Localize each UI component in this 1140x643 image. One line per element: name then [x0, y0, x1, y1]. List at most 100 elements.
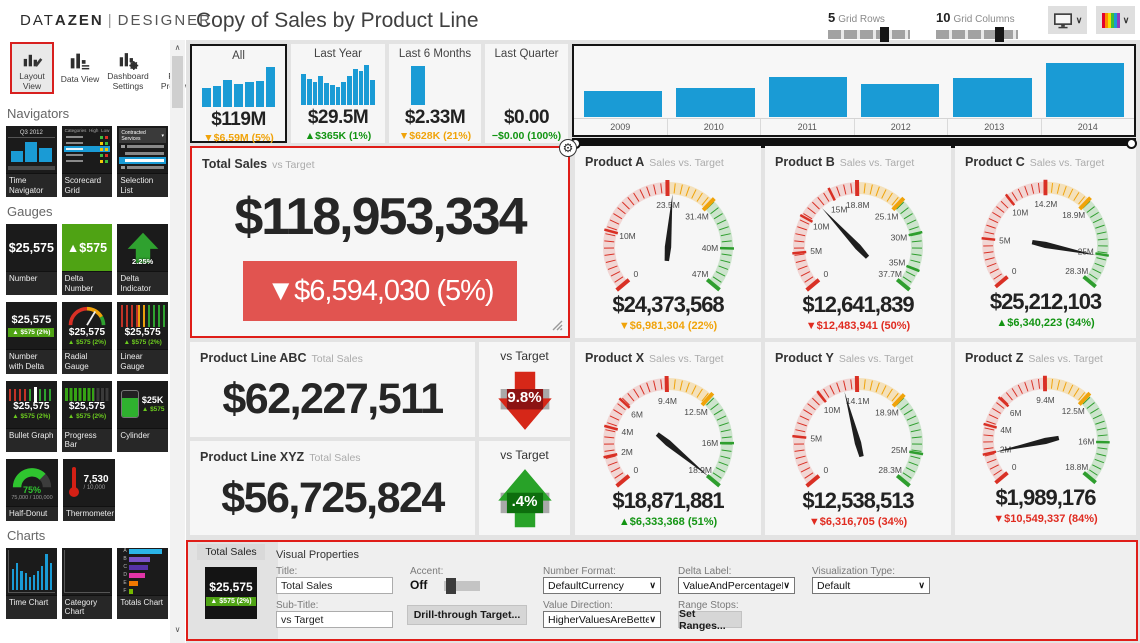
svg-text:0: 0 — [823, 269, 828, 279]
svg-text:0: 0 — [1012, 463, 1017, 472]
palette-item-linear-gauge[interactable]: $25,575 ▲ $575 (2%) Linear Gauge — [117, 302, 168, 374]
svg-text:0: 0 — [1012, 267, 1017, 276]
svg-text:0: 0 — [823, 465, 828, 475]
data-view-button[interactable]: Data View — [58, 42, 102, 94]
time-navigator-chart[interactable]: 2009 2010 2011 2012 2013 2014 — [572, 44, 1136, 137]
chevron-down-icon: ∨ — [1122, 14, 1130, 25]
palette-item-time-navigator[interactable]: Q3 2012 Time Navigator — [6, 126, 57, 198]
palette-scrollbar[interactable]: ∧ ∨ — [170, 40, 185, 643]
grid-rows-value: 5 — [828, 10, 836, 25]
progress-bar-icon — [65, 388, 109, 402]
palette-item-selection-list[interactable]: Contracted Services ▾ Selection List — [117, 126, 168, 198]
grid-rows-thumb[interactable] — [880, 27, 889, 42]
chevron-down-icon: ▾ — [161, 132, 165, 139]
palette-item-number[interactable]: $25,575 Number — [6, 224, 57, 296]
preview-delta: ▲ $575 (2%) — [206, 597, 256, 606]
palette-item-number-with-delta[interactable]: $25,575 ▲ $575 (2%) Number with Delta — [6, 302, 57, 374]
palette-label: Bullet Graph — [6, 427, 57, 452]
grid-rows-track[interactable] — [828, 27, 910, 42]
thermometer-icon — [69, 467, 80, 498]
palette-item-bullet-graph[interactable]: $25,575 ▲ $575 (2%) Bullet Graph — [6, 380, 57, 452]
delta-label-select[interactable]: ValueAndPercentageFror∨ — [678, 577, 795, 594]
xyz-vs-target-tile[interactable]: vs Target .4% — [479, 441, 570, 535]
layout-view-button[interactable]: Layout View — [10, 42, 54, 94]
grid-columns-value: 10 — [936, 10, 951, 25]
svg-text:4M: 4M — [1000, 426, 1012, 435]
grid-columns-track[interactable] — [936, 27, 1018, 42]
set-ranges-button[interactable]: Set Ranges... — [678, 608, 742, 632]
tile-title: Product C — [965, 155, 1025, 169]
title-input[interactable] — [276, 577, 393, 594]
resize-handle-icon[interactable] — [552, 320, 563, 331]
gauge-tile-product-c[interactable]: Product C Sales vs. Target 0 5M 10M 14.2M 18.… — [955, 146, 1136, 338]
tile-title: Product Line XYZ — [200, 450, 305, 464]
svg-text:5M: 5M — [999, 237, 1011, 246]
drill-through-target-button[interactable]: Drill-through Target... — [407, 605, 527, 625]
palette-item-cylinder[interactable]: $25K ▲ $575 Cylinder — [117, 380, 168, 452]
number-format-select[interactable]: DefaultCurrency ∨ — [543, 577, 661, 594]
gauge-tile-product-y[interactable]: Product Y Sales vs. Target 0 5M 10M 14.1M 18.… — [765, 342, 951, 535]
number-format-label: Number Format: — [543, 566, 616, 577]
kpi-title: Last Quarter — [494, 48, 559, 60]
chevron-down-icon: ∨ — [783, 580, 790, 590]
color-theme-dropdown[interactable]: ∨ — [1096, 6, 1135, 34]
visual-properties-label: Visual Properties — [276, 549, 359, 561]
kpi-tile-last-quarter[interactable]: Last Quarter $0.00 −$0.00 (100%) — [485, 44, 568, 143]
palette-item-half-donut[interactable]: 75% 75,000 / 100,000 Half-Donut — [6, 458, 58, 521]
preview-value: $25,575 — [11, 314, 52, 327]
preview-delta: ▲ $575 (2%) — [8, 328, 55, 338]
palette-label: Radial Gauge — [61, 349, 113, 374]
tile-subtitle: Sales vs. Target — [1028, 353, 1103, 365]
product-line-xyz-tile[interactable]: Product Line XYZ Total Sales $56,725,824 — [190, 441, 475, 535]
gauge-tile-product-x[interactable]: Product X Sales vs. Target 0 2M 4M 6M 9.4M 12.… — [575, 342, 761, 535]
palette-item-delta-number[interactable]: ▲$575 Delta Number — [61, 224, 113, 296]
time-navigator-range-slider[interactable] — [572, 138, 1136, 148]
svg-text:12.5M: 12.5M — [684, 407, 708, 417]
palette-item-scorecard-grid[interactable]: Categories High Low Scorecard Grid — [61, 126, 113, 198]
scroll-down-icon[interactable]: ∨ — [174, 625, 181, 634]
palette-item-radial-gauge[interactable]: $25,575 ▲ $575 (2%) Radial Gauge — [61, 302, 113, 374]
abc-vs-target-tile[interactable]: vs Target 9.8% — [479, 342, 570, 437]
gauge-value: $24,373,568 — [612, 292, 724, 317]
grid-rows-slider[interactable]: 5 Grid Rows — [828, 10, 910, 42]
palette-item-time-chart[interactable]: Time Chart — [6, 547, 57, 619]
range-handle-right[interactable] — [1126, 138, 1137, 149]
scrollbar-thumb[interactable] — [172, 56, 183, 108]
bullet-graph-icon — [9, 386, 54, 403]
dashboard-settings-button[interactable]: Dashboard Settings — [106, 42, 150, 94]
category-chart-icon — [63, 549, 111, 593]
chevron-down-icon: ∨ — [918, 580, 925, 590]
accent-toggle[interactable] — [444, 578, 480, 594]
device-layout-dropdown[interactable]: ∨ — [1048, 6, 1087, 34]
time-navigator-bars[interactable] — [580, 54, 1128, 117]
kpi-tile-last-6-months[interactable]: Last 6 Months $2.33M ▼$628K (21%) — [389, 44, 481, 143]
svg-text:9.4M: 9.4M — [658, 396, 677, 406]
scroll-up-icon[interactable]: ∧ — [174, 43, 181, 52]
gear-icon[interactable]: ⚙ — [559, 139, 577, 157]
svg-text:14.2M: 14.2M — [1034, 200, 1057, 209]
kpi-tile-last-year[interactable]: Last Year $29.5M ▲$365K (1%) — [291, 44, 385, 143]
grid-columns-slider[interactable]: 10 Grid Columns — [936, 10, 1018, 42]
palette-item-progress-bar[interactable]: $25,575 ▲ $575 (2%) Progress Bar — [61, 380, 113, 452]
visual-properties-panel: Total Sales $25,575 ▲ $575 (2%) Visual P… — [186, 540, 1138, 641]
subtitle-input[interactable] — [276, 611, 393, 628]
gauge-tile-product-a[interactable]: Product A Sales vs. Target 0 10M 23.5M 31.4M… — [575, 146, 761, 338]
total-sales-tile[interactable]: ⚙ Total Sales vs Target $118,953,334 ▼$6,… — [190, 139, 577, 338]
palette-item-category-chart[interactable]: Category Chart — [61, 547, 113, 619]
tab-total-sales[interactable]: Total Sales — [197, 544, 265, 560]
palette-item-thermometer[interactable]: 7,530 / 10,000 Thermometer — [63, 458, 115, 521]
gauge-tile-product-b[interactable]: Product B Sales vs. Target 0 5M 10M 15M 18.8M… — [765, 146, 951, 338]
kpi-tile-all[interactable]: All $119M ▼$6.59M (5%) — [190, 44, 287, 144]
toggle-thumb[interactable] — [446, 578, 456, 594]
value-direction-select[interactable]: HigherValuesAreBetter ∨ — [543, 611, 661, 628]
grid-columns-thumb[interactable] — [995, 27, 1004, 42]
palette-label: Progress Bar — [61, 427, 113, 452]
product-line-abc-tile[interactable]: Product Line ABC Total Sales $62,227,511 — [190, 342, 475, 437]
visualization-type-select[interactable]: Default ∨ — [812, 577, 930, 594]
tile-subtitle: Sales vs. Target — [649, 353, 724, 365]
palette-item-delta-indicator[interactable]: 2.25% Delta Indicator — [117, 224, 168, 296]
svg-text:40M: 40M — [702, 243, 719, 253]
